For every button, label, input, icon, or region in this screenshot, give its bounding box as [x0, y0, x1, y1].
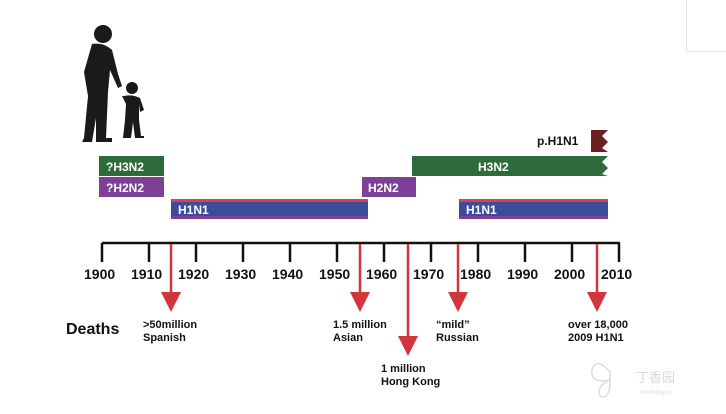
bar-h3n2-1968-label: H3N2: [478, 160, 509, 174]
deaths-hongkong: 1 million Hong Kong: [381, 363, 440, 388]
deaths-asian: 1.5 million Asian: [333, 319, 387, 344]
deaths-2009-name: 2009 H1N1: [568, 332, 624, 344]
year-label: 1940: [272, 266, 303, 282]
year-label: 1930: [225, 266, 256, 282]
deaths-spanish: >50million Spanish: [143, 319, 197, 344]
bar-h2n2-1957-label: H2N2: [368, 181, 399, 195]
bar-h2n2-early: ?H2N2: [99, 177, 164, 197]
deaths-asian-name: Asian: [333, 332, 363, 344]
year-label: 1970: [413, 266, 444, 282]
bar-h2n2-1957: H2N2: [362, 177, 416, 197]
deaths-2009: over 18,000 2009 H1N1: [568, 319, 628, 344]
bar-h3n2-early-label: ?H3N2: [106, 160, 144, 174]
deaths-russian-count: “mild”: [436, 319, 470, 331]
bar-ph1n1: p.H1N1: [537, 130, 608, 152]
pandemic-arrows: [161, 244, 607, 356]
figure-panel: [84, 10, 614, 222]
year-label: 2000: [554, 266, 585, 282]
year-label: 1950: [319, 266, 350, 282]
year-label: 1990: [507, 266, 538, 282]
adult-child-silhouette-icon: [82, 25, 144, 142]
year-label: 2010: [601, 266, 632, 282]
deaths-spanish-count: >50million: [143, 319, 197, 331]
bar-h1n1-1977: H1N1: [459, 199, 608, 219]
deaths-title: Deaths: [66, 321, 119, 338]
year-label: 1920: [178, 266, 209, 282]
year-label: 1910: [131, 266, 162, 282]
slide-corner-frame: [686, 0, 726, 52]
deaths-asian-count: 1.5 million: [333, 319, 387, 331]
year-label: 1960: [366, 266, 397, 282]
deaths-spanish-name: Spanish: [143, 332, 186, 344]
butterfly-logo-icon: [591, 362, 611, 398]
bar-h3n2-1968: H3N2: [412, 156, 608, 176]
ph1n1-label: p.H1N1: [537, 134, 579, 148]
year-label: 1980: [460, 266, 491, 282]
bar-h1n1-1918-label: H1N1: [178, 203, 209, 217]
deaths-hongkong-name: Hong Kong: [381, 376, 440, 388]
bar-h2n2-early-label: ?H2N2: [106, 181, 144, 195]
year-labels: 1900 1910 1920 1930 1940 1950 1960 1970 …: [84, 266, 632, 282]
bar-h1n1-1918: H1N1: [171, 199, 368, 219]
watermark: 丁香园 www.dxy.cn: [591, 362, 675, 398]
deaths-russian: “mild” Russian: [436, 319, 479, 344]
timeline-axis: [100, 241, 621, 262]
deaths-2009-count: over 18,000: [568, 319, 628, 331]
bar-h1n1-1977-label: H1N1: [466, 203, 497, 217]
watermark-text: 丁香园: [636, 370, 675, 385]
deaths-russian-name: Russian: [436, 332, 479, 344]
bar-h3n2-early: ?H3N2: [99, 156, 164, 176]
watermark-url: www.dxy.cn: [640, 390, 672, 396]
deaths-hongkong-count: 1 million: [381, 363, 426, 375]
year-label: 1900: [84, 266, 115, 282]
